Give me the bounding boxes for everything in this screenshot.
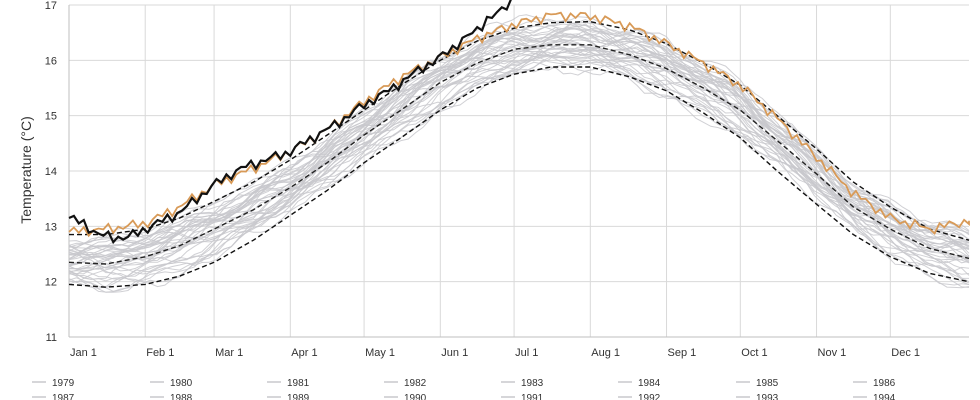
historical-year-line: [68, 21, 970, 256]
x-tick-label: Apr 1: [291, 347, 317, 359]
legend-item-label: 1987: [52, 393, 75, 400]
legend-item-label: 1984: [638, 378, 661, 389]
legend-item-label: 1989: [287, 393, 310, 400]
x-tick-label: Feb 1: [146, 347, 174, 359]
series-lines: [68, 0, 970, 288]
y-tick-label: 17: [45, 0, 57, 12]
historical-year-line: [68, 47, 970, 266]
legend-item-label: 1991: [521, 393, 544, 400]
x-tick-label: Dec 1: [891, 347, 920, 359]
current-year-line: [68, 0, 512, 245]
legend-item-label: 1982: [404, 378, 427, 389]
legend-item-label: 1979: [52, 378, 75, 389]
historical-year-line: [68, 37, 970, 260]
historical-year-line: [68, 36, 970, 267]
x-tick-label: Jan 1: [70, 347, 97, 359]
historical-year-line: [68, 43, 970, 280]
historical-year-line: [68, 51, 970, 284]
legend-item-label: 1990: [404, 393, 427, 400]
x-tick-label: Jul 1: [515, 347, 538, 359]
y-tick-label: 12: [45, 277, 57, 289]
historical-year-lines: [68, 14, 970, 293]
historical-year-line: [68, 55, 969, 293]
y-tick-label: 16: [45, 55, 57, 67]
x-tick-label: Mar 1: [215, 347, 243, 359]
upper-band-line: [69, 20, 970, 241]
historical-year-line: [68, 14, 970, 258]
legend-item-label: 1994: [873, 393, 896, 400]
legend-item-label: 1992: [638, 393, 661, 400]
legend-item-label: 1986: [873, 378, 896, 389]
historical-year-line: [68, 51, 970, 292]
legend-item-label: 1993: [756, 393, 779, 400]
historical-year-line: [68, 34, 970, 256]
y-axis-ticks: 11 12 13 14 15 16 17: [45, 0, 57, 344]
y-tick-label: 14: [45, 166, 57, 178]
x-tick-label: May 1: [365, 347, 395, 359]
legend: 1979 1980 1981 1982 1983 1984 1985 1986 1987 1988…: [32, 378, 896, 400]
climatological-mean-line: [68, 44, 970, 265]
x-tick-label: Nov 1: [818, 347, 847, 359]
x-tick-label: Jun 1: [441, 347, 468, 359]
x-tick-label: Oct 1: [741, 347, 767, 359]
historical-year-line: [68, 35, 970, 272]
y-tick-label: 11: [46, 332, 57, 344]
historical-year-line: [68, 26, 970, 248]
historical-year-line: [68, 43, 970, 273]
lower-band-line: [68, 66, 970, 288]
x-axis-ticks: Jan 1 Feb 1 Mar 1 Apr 1 May 1 Jun 1 Jul 1 Aug 1…: [70, 347, 920, 359]
legend-item-label: 1981: [287, 378, 310, 389]
y-axis-title: Temperature (°C): [18, 116, 34, 224]
legend-item-label: 1985: [756, 378, 779, 389]
x-tick-label: Aug 1: [591, 347, 620, 359]
legend-item-label: 1988: [170, 393, 193, 400]
legend-item-label: 1980: [170, 378, 193, 389]
legend-item-label: 1983: [521, 378, 544, 389]
historical-year-line: [68, 30, 970, 261]
y-tick-label: 15: [45, 111, 57, 123]
historical-year-line: [68, 46, 970, 288]
y-tick-label: 13: [45, 221, 57, 233]
x-tick-label: Sep 1: [668, 347, 697, 359]
historical-year-line: [68, 27, 970, 258]
